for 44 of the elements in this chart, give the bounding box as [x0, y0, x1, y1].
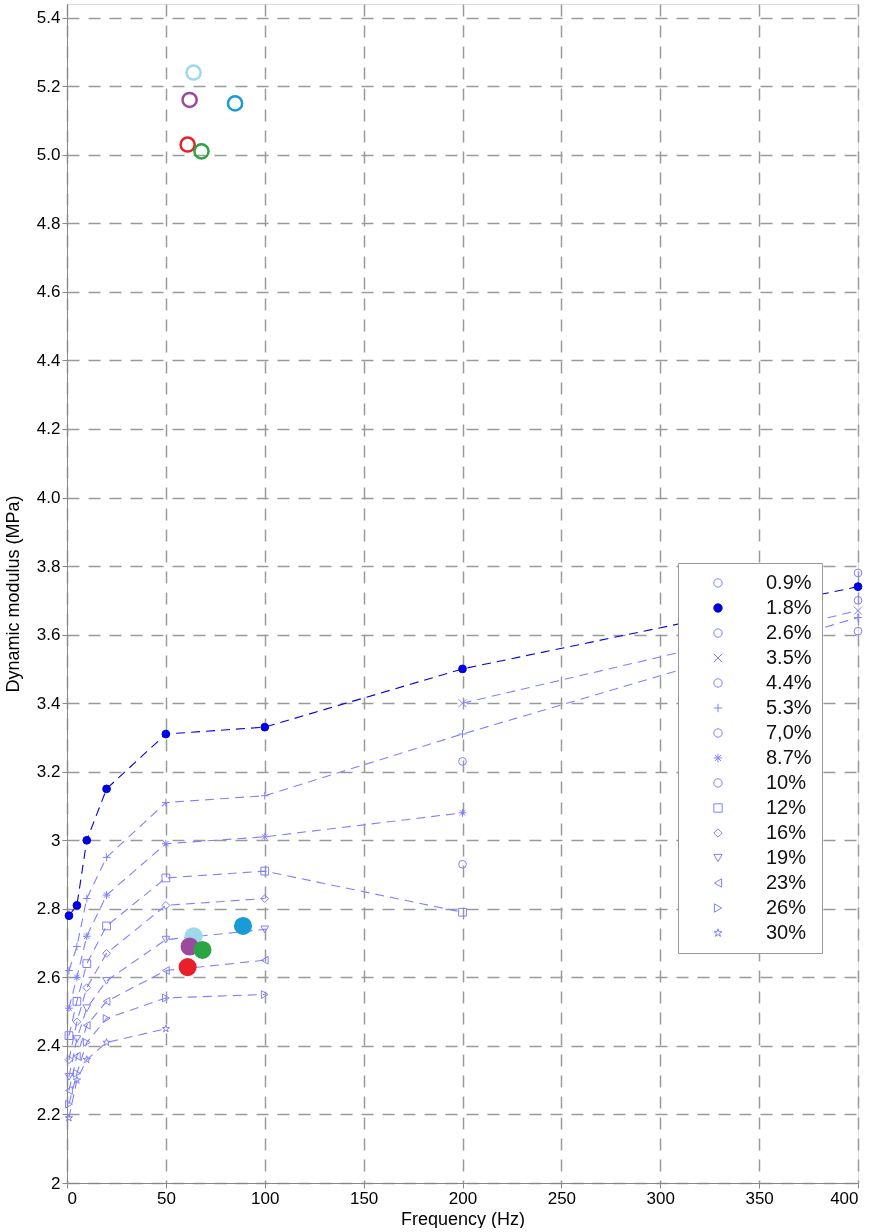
y-tick-label: 4.4 — [36, 350, 61, 370]
x-tick-label: 0 — [67, 1188, 77, 1208]
legend-label: 7,0% — [766, 721, 812, 743]
legend-label: 30% — [766, 921, 807, 943]
x-tick-label: 200 — [448, 1188, 478, 1208]
legend-label: 12% — [766, 796, 807, 818]
y-tick-label: 4.8 — [36, 213, 61, 233]
x-tick-label: 150 — [349, 1188, 379, 1208]
legend-label: 26% — [766, 896, 807, 918]
y-tick-label: 4.2 — [36, 419, 61, 439]
legend-label: 3.5% — [766, 646, 812, 668]
x-tick-label: 300 — [646, 1188, 675, 1208]
legend-label: 23% — [766, 871, 807, 893]
legend-label: 4.4% — [766, 671, 812, 693]
y-tick-label: 2.6 — [36, 967, 61, 987]
x-tick-label: 50 — [156, 1188, 176, 1208]
y-tick-label: 2.4 — [36, 1036, 61, 1056]
y-tick-label: 4.0 — [36, 488, 61, 508]
legend-label: 19% — [766, 846, 807, 868]
y-tick-label: 5.2 — [36, 76, 61, 96]
y-tick-label: 2.2 — [36, 1104, 61, 1124]
y-tick-label: 5.4 — [36, 8, 61, 28]
y-tick-label: 2 — [51, 1173, 61, 1193]
x-tick-label: 100 — [251, 1188, 280, 1208]
y-axis-title: Dynamic modulus (MPa) — [2, 495, 23, 693]
x-tick-label: 400 — [830, 1188, 859, 1208]
y-tick-label: 3.2 — [36, 762, 61, 782]
legend-label: 10% — [766, 771, 807, 793]
x-tick-label: 350 — [745, 1188, 774, 1208]
y-tick-label: 3.6 — [36, 625, 61, 645]
y-tick-label: 5.0 — [36, 145, 61, 165]
y-tick-label: 2.8 — [36, 899, 61, 919]
legend-label: 8.7% — [766, 746, 812, 768]
x-tick-label: 250 — [547, 1188, 577, 1208]
legend-label: 16% — [766, 821, 807, 843]
y-tick-label: 4.6 — [36, 282, 61, 302]
legend-label: 1.8% — [766, 596, 812, 618]
legend-label: 2.6% — [766, 621, 812, 643]
legend-label: 0.9% — [766, 571, 812, 593]
y-tick-label: 3 — [51, 830, 61, 850]
legend-label: 5.3% — [766, 696, 812, 718]
y-tick-label: 3.8 — [36, 556, 61, 576]
x-axis-title: Frequency (Hz) — [400, 1208, 526, 1229]
y-tick-label: 3.4 — [36, 693, 61, 713]
